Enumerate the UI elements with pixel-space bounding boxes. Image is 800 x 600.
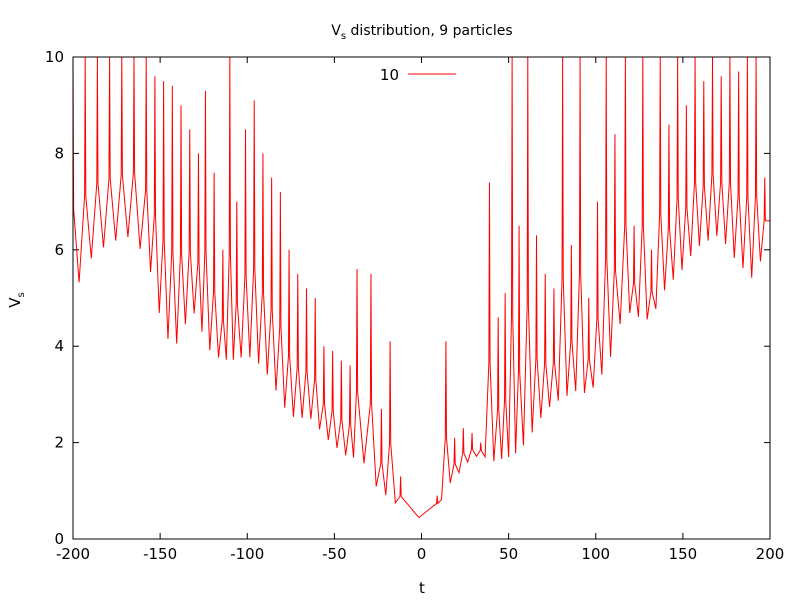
y-tick-label-2: 4 [54, 337, 64, 355]
x-tick-label-6: 100 [581, 545, 610, 563]
y-tick-label-0: 0 [54, 530, 64, 548]
x-axis-label: t [419, 579, 425, 597]
plot-frame [72, 56, 771, 540]
y-tick-label-4: 8 [54, 144, 64, 162]
y-tick-label-1: 2 [54, 434, 64, 452]
x-tick-label-0: -200 [56, 545, 90, 563]
series-line [73, 57, 770, 519]
x-tick-label-7: 150 [669, 545, 698, 563]
legend: 10 [380, 66, 456, 84]
x-tick-label-8: 200 [756, 545, 785, 563]
legend-label: 10 [380, 66, 399, 84]
x-tick-label-1: -150 [143, 545, 177, 563]
chart-title: Vs distribution, 9 particles [331, 23, 512, 42]
x-tick-label-2: -100 [230, 545, 264, 563]
ticks-layer: -200 -150 -100 -50 0 50 100 150 200 0 2 4 6 8 10 [45, 48, 784, 563]
y-tick-label-5: 10 [45, 48, 64, 66]
x-tick-label-3: -50 [322, 545, 347, 563]
x-tick-label-4: 0 [417, 545, 427, 563]
y-tick-label-3: 6 [54, 241, 64, 259]
y-axis-label: Vs [6, 292, 27, 307]
x-tick-label-5: 50 [499, 545, 518, 563]
